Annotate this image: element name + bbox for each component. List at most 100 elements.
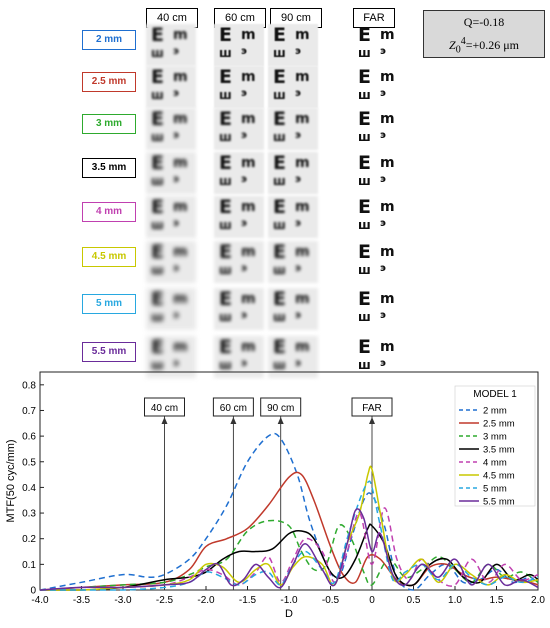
optotype-letter: э xyxy=(241,358,247,369)
optotype-letter: E xyxy=(358,241,371,263)
optotype-letter: э xyxy=(295,46,301,57)
chart-axes: 0 0.1 0.2 0.3 0.4 0.5 0.6 0.7 0.8 -4.0 -3.5 -3.0 -2.… xyxy=(5,371,545,620)
x-axis-label: D xyxy=(285,608,293,620)
header-far: FAR xyxy=(353,8,395,28)
optotype-letter: m xyxy=(241,155,256,171)
optotype-letter: э xyxy=(241,46,247,57)
optotype-letter: E xyxy=(151,66,164,88)
annotation-box xyxy=(351,397,393,417)
q-value: Q=-0.18 xyxy=(463,15,505,29)
optotype-letter: ш xyxy=(151,46,164,60)
legend-label: 5 mm xyxy=(483,484,507,495)
optotype-letter: m xyxy=(295,244,310,260)
optotype-letter: э xyxy=(295,263,301,274)
x-tick-label: -2.5 xyxy=(156,595,174,606)
optotype-letter: E xyxy=(219,196,232,218)
legend-box xyxy=(454,385,536,507)
optotype-letter: ш xyxy=(219,263,232,277)
optotype-letter: m xyxy=(241,291,256,307)
optotype-letter: E xyxy=(219,336,232,358)
optotype-letter: m xyxy=(173,339,188,355)
optotype-letter: ш xyxy=(273,130,286,144)
optotype-letter: ш xyxy=(273,88,286,102)
zernike-subscript: 0 xyxy=(455,44,461,56)
optotype-letter: э xyxy=(241,218,247,229)
optotype-letter: ш xyxy=(151,88,164,102)
optotype-letter: m xyxy=(295,69,310,85)
optotype-letter: э xyxy=(295,130,301,141)
annotation-arrowhead xyxy=(161,417,168,424)
zernike-symbol: Z xyxy=(449,38,456,52)
y-tick-label: 0.2 xyxy=(22,534,36,545)
series-line xyxy=(39,519,539,591)
optotype-letter: э xyxy=(173,358,179,369)
optotype-letter: m xyxy=(380,339,395,355)
annotation-label: 60 cm xyxy=(220,403,247,414)
optotype-letter: m xyxy=(380,291,395,307)
optotype-letter: э xyxy=(380,46,386,57)
optotype-letter: э xyxy=(241,310,247,321)
y-axis-label: MTF(50 cyc/mm) xyxy=(5,439,17,522)
optotype-letter: ш xyxy=(273,218,286,232)
optotype-letter: m xyxy=(241,69,256,85)
optotype-letter: m xyxy=(380,199,395,215)
optotype-letter: ш xyxy=(358,46,371,60)
annotation-box xyxy=(212,397,254,417)
optotype-letter: E xyxy=(219,152,232,174)
optotype-letter: э xyxy=(295,310,301,321)
optotype-letter: m xyxy=(173,199,188,215)
optotype-letter: E xyxy=(151,196,164,218)
x-tick-label: -3.0 xyxy=(114,595,132,606)
optotype-letter: ш xyxy=(219,310,232,324)
optotype-letter: ш xyxy=(273,358,286,372)
optotype-letter: m xyxy=(173,27,188,43)
annotation-arrowhead xyxy=(230,417,237,424)
optotype-letter: ш xyxy=(273,310,286,324)
pupil-label: 2 mm xyxy=(82,30,136,50)
optotype-letter: m xyxy=(295,27,310,43)
optotype-letter: э xyxy=(380,263,386,274)
optotype-letter: m xyxy=(380,244,395,260)
optotype-letter: m xyxy=(173,244,188,260)
x-tick-label: -3.5 xyxy=(73,595,91,606)
optotype-letter: E xyxy=(219,108,232,130)
header-90cm: 90 cm xyxy=(270,8,322,28)
optotype-letter: э xyxy=(241,130,247,141)
optotype-letter: э xyxy=(295,358,301,369)
optotype-letter: ш xyxy=(358,130,371,144)
annotation-box xyxy=(144,397,185,417)
optotype-letter: э xyxy=(380,174,386,185)
parameters-box: Q=-0.18 Z04=+0.26 μm xyxy=(423,10,545,58)
optotype-letter: E xyxy=(273,66,286,88)
pupil-label: 3 mm xyxy=(82,114,136,134)
x-tick-label: -2.0 xyxy=(197,595,215,606)
optotype-letter: ш xyxy=(219,218,232,232)
optotype-letter: E xyxy=(358,66,371,88)
x-tick-label: -4.0 xyxy=(31,595,49,606)
optotype-letter: m xyxy=(380,111,395,127)
optotype-letter: э xyxy=(380,88,386,99)
x-tick-label: 0.5 xyxy=(407,595,421,606)
x-tick-label: 1.5 xyxy=(490,595,504,606)
optotype-letter: E xyxy=(273,152,286,174)
y-tick-label: 0.4 xyxy=(22,483,36,494)
pupil-label: 4.5 mm xyxy=(82,247,136,267)
annotation-box xyxy=(260,397,302,417)
optotype-letter: m xyxy=(241,244,256,260)
y-tick-label: 0.5 xyxy=(22,457,36,468)
optotype-letter: ш xyxy=(219,358,232,372)
optotype-letter: m xyxy=(173,69,188,85)
